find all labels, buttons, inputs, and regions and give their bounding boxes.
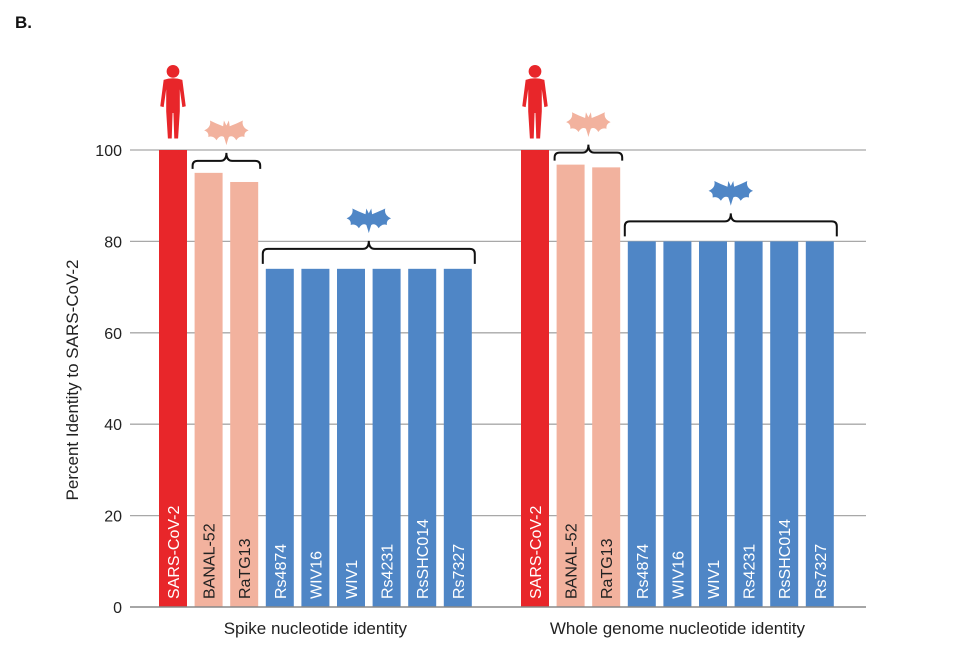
y-tick-label: 60 [104, 326, 122, 343]
bar-rs4874 [265, 268, 294, 607]
y-tick-label: 20 [104, 509, 122, 526]
bar-rsshc014 [408, 268, 437, 607]
bar-label: RaTG13 [599, 538, 616, 599]
group-bracket [191, 152, 262, 169]
bar-label: WIV16 [308, 551, 325, 599]
group-labels: Spike nucleotide identity Whole genome nu… [224, 619, 806, 638]
bat-icon [708, 181, 754, 206]
panel-label: B. [15, 13, 32, 32]
group-bracket [623, 213, 838, 237]
bar-wiv1 [337, 268, 365, 607]
bar-wiv1 [699, 241, 727, 607]
bar-rs4231 [372, 268, 401, 607]
bar-sars-cov-2 [159, 150, 187, 607]
bar-label: Rs7327 [451, 544, 468, 599]
bat-icon [346, 208, 392, 234]
bar-sars-cov-2 [521, 150, 549, 607]
bar-wiv16 [301, 268, 330, 607]
bar-label: RaTG13 [237, 538, 254, 599]
bar-label: BANAL-52 [564, 523, 581, 599]
bar-rs4231 [734, 241, 763, 607]
bar-wiv16 [663, 241, 692, 607]
bar-label: BANAL-52 [202, 523, 219, 599]
bar-label: SARS-CoV-2 [528, 506, 545, 599]
bar-label: Rs4231 [380, 544, 397, 599]
bar-label: Rs4874 [635, 544, 652, 599]
bars: SARS-CoV-2 BANAL-52 RaTG13 Rs4874 WIV16 WIV1 R… [159, 150, 834, 608]
bar-label: Rs7327 [813, 544, 830, 599]
human-silhouette-icon [522, 65, 548, 139]
human-silhouette-icon [160, 65, 186, 139]
y-tick-label: 100 [95, 143, 122, 160]
bar-rs4874 [627, 241, 656, 607]
y-tick-label: 40 [104, 417, 122, 434]
group-bracket [553, 144, 624, 161]
y-axis-title: Percent Identity to SARS-CoV-2 [63, 260, 82, 501]
bar-label: Rs4874 [273, 544, 290, 599]
y-tick-label: 0 [113, 600, 122, 617]
bar-rs7327 [443, 268, 472, 607]
bar-label: RsSHC014 [777, 519, 794, 599]
bar-label: SARS-CoV-2 [166, 506, 183, 599]
bar-rs7327 [805, 241, 834, 607]
group-bracket [261, 240, 476, 264]
bat-icon [204, 120, 249, 146]
bar-rsshc014 [770, 241, 799, 607]
group-label: Whole genome nucleotide identity [550, 619, 806, 638]
bar-label: RsSHC014 [415, 519, 432, 599]
bar-banal-52 [556, 164, 585, 607]
bar-banal-52 [194, 172, 223, 607]
bar-label: WIV16 [670, 551, 687, 599]
bar-ratg13 [592, 167, 621, 607]
y-tick-label: 80 [104, 234, 122, 251]
group-label: Spike nucleotide identity [224, 619, 408, 638]
y-axis-ticks: 0 20 40 60 80 100 [95, 143, 122, 617]
bar-label: WIV1 [706, 560, 723, 599]
bar-ratg13 [230, 181, 259, 608]
bat-icon [566, 112, 611, 137]
bar-label: Rs4231 [742, 544, 759, 599]
annotations [160, 65, 838, 264]
bar-label: WIV1 [344, 560, 361, 599]
